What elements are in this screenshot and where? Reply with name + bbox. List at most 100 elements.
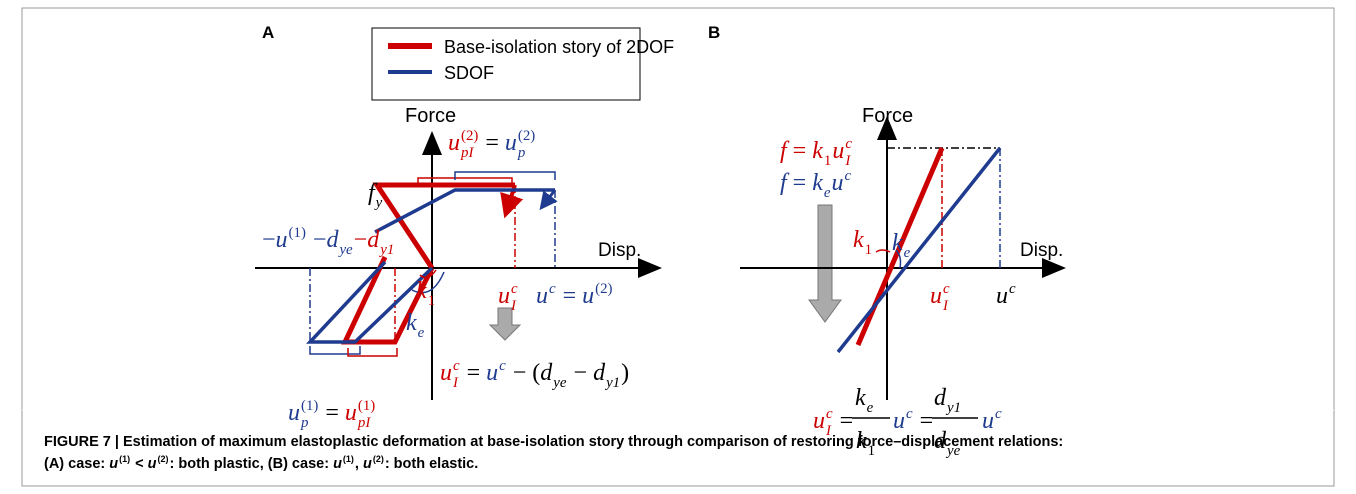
- angle: [411, 271, 445, 294]
- label: Force: [405, 105, 456, 127]
- math-sub: e: [418, 325, 425, 341]
- math-sup: c: [453, 358, 460, 374]
- math-base: u: [288, 400, 300, 426]
- math-sup: c: [549, 281, 556, 297]
- math-base: k: [812, 138, 823, 164]
- math-sup: c: [845, 136, 852, 152]
- math-base: k: [856, 428, 867, 454]
- math-base: u: [440, 360, 452, 386]
- math-sup: c: [826, 406, 833, 422]
- math-base: k: [892, 230, 903, 256]
- math-sup: c: [844, 168, 851, 184]
- math-sup: (1): [343, 454, 354, 464]
- math-base: ,: [355, 456, 363, 472]
- math-sup: c: [1009, 281, 1016, 297]
- math-base: u: [832, 138, 844, 164]
- math-base: ): [621, 360, 629, 386]
- math-sub: e: [824, 185, 831, 201]
- math-base: d: [367, 227, 380, 253]
- math-base: k: [853, 227, 864, 253]
- bracket: [309, 346, 361, 355]
- curve-sdof: [305, 260, 434, 344]
- math-sub: 1: [865, 242, 872, 258]
- math-base: u: [148, 456, 157, 472]
- label: Disp.: [1020, 240, 1063, 261]
- math-base: d: [326, 227, 339, 253]
- legend-label: Base-isolation story of 2DOF: [444, 37, 674, 57]
- math-sup: (1): [358, 398, 375, 414]
- math-base: : both plastic, (B) case:: [170, 456, 334, 472]
- label: B: [708, 23, 720, 42]
- math-sup: c: [511, 281, 518, 297]
- math-base: d: [540, 360, 553, 386]
- bracket: [347, 348, 398, 357]
- math-sup: (2): [595, 281, 612, 297]
- math-base: −: [262, 227, 276, 253]
- math-base: u: [345, 400, 357, 426]
- math-sub: ye: [945, 443, 961, 459]
- math-sup: (2): [373, 454, 384, 464]
- math-base: u: [109, 456, 118, 472]
- math-sub: 1: [868, 443, 875, 459]
- math-base: =: [479, 130, 505, 156]
- math-base: k: [812, 170, 823, 196]
- label: Disp.: [598, 240, 641, 261]
- math-base: u: [996, 283, 1008, 309]
- math-sub: 1: [428, 293, 435, 309]
- math-sub: y1: [604, 375, 620, 391]
- math-base: =: [461, 360, 487, 386]
- math-base: f: [780, 170, 790, 196]
- math-base: u: [276, 227, 288, 253]
- math-sup: (2): [461, 128, 478, 144]
- math-sup: c: [499, 358, 506, 374]
- angle: [875, 249, 891, 253]
- math-base: u: [448, 130, 460, 156]
- math-base: <: [131, 456, 148, 472]
- legend-box: [371, 27, 641, 101]
- math-sup: (1): [119, 454, 130, 464]
- curve-2dof: [372, 182, 515, 270]
- math-base: u: [333, 456, 342, 472]
- math-base: − (: [507, 360, 541, 386]
- math-base: f: [780, 138, 790, 164]
- bracket: [417, 177, 513, 184]
- math-sub: I: [942, 298, 949, 314]
- curve-arrow: [539, 189, 558, 211]
- math-sub: p: [517, 145, 525, 161]
- math-sub: ye: [337, 242, 353, 258]
- line-sdof: [836, 146, 1002, 354]
- math-sup: (1): [289, 225, 306, 241]
- math-base: u: [831, 170, 843, 196]
- math-base: u: [893, 408, 905, 434]
- math-sup: (2): [158, 454, 169, 464]
- math-base: u: [498, 283, 510, 309]
- down-arrow: [808, 204, 842, 323]
- math-sub: pI: [460, 145, 474, 161]
- frame: [21, 7, 1335, 487]
- angle: [419, 269, 437, 279]
- curve-sdof: [374, 188, 555, 234]
- math-sub: 1: [824, 153, 831, 169]
- math-base: u: [930, 283, 942, 309]
- angle: [895, 249, 902, 269]
- math-sub: e: [867, 400, 874, 416]
- math-base: u: [582, 283, 594, 309]
- label: A: [262, 23, 274, 42]
- guides: [887, 147, 1001, 268]
- math-sup: c: [943, 281, 950, 297]
- math-sub: I: [844, 153, 851, 169]
- label: Force: [862, 105, 913, 127]
- curve-2dof: [341, 255, 435, 345]
- math-base: k: [855, 385, 866, 411]
- bracket: [454, 171, 556, 180]
- math-base: u: [363, 456, 372, 472]
- math-base: −: [307, 227, 327, 253]
- caption: FIGURE 7 | Estimation of maximum elastop…: [44, 434, 1063, 450]
- math-base: =: [914, 408, 934, 434]
- math-base: (A) case:: [44, 456, 109, 472]
- math-base: d: [934, 385, 947, 411]
- math-base: k: [416, 278, 427, 304]
- math-base: : both elastic.: [385, 456, 478, 472]
